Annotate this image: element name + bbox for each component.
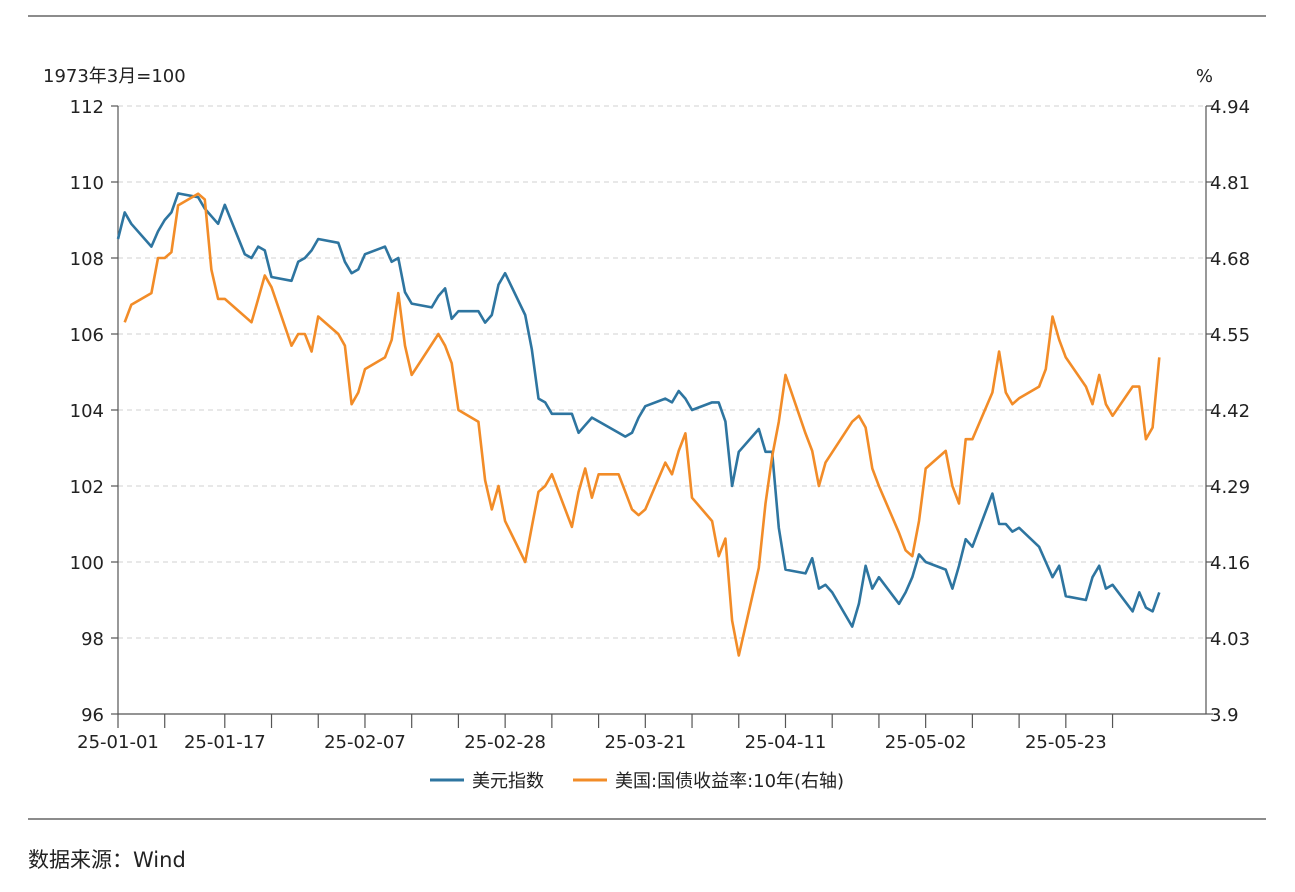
source-note: 数据来源：Wind	[28, 848, 186, 872]
left-tick-label: 100	[70, 553, 104, 574]
right-tick-label: 4.03	[1210, 629, 1250, 650]
right-tick-label: 4.29	[1210, 477, 1250, 498]
x-tick-label: 25-03-21	[604, 732, 686, 753]
series-line-usd-index	[116, 192, 1161, 628]
legend: 美元指数 美国:国债收益率:10年(右轴)	[430, 771, 844, 792]
left-tick-label: 102	[70, 477, 104, 498]
axes: 1973年3月=100 % 96 3.9 98 4.03 100 4.16 102 4.29 1…	[43, 66, 1250, 753]
left-tick-label: 108	[70, 249, 104, 270]
series	[116, 192, 1161, 657]
left-tick-label: 98	[81, 629, 104, 650]
right-tick-label: 4.42	[1210, 401, 1250, 422]
right-tick-label: 4.81	[1210, 173, 1250, 194]
x-tick-label: 25-05-23	[1025, 732, 1107, 753]
bottom-rule	[28, 818, 1266, 820]
x-tick-label: 25-05-02	[885, 732, 967, 753]
top-rule	[28, 15, 1266, 17]
left-tick-label: 106	[70, 325, 104, 346]
right-tick-label: 4.94	[1210, 97, 1250, 118]
series-line-us-10y-yield	[123, 192, 1161, 657]
right-tick-label: 3.9	[1210, 705, 1239, 726]
x-tick-label: 25-01-01	[77, 732, 159, 753]
x-tick-label: 25-02-28	[464, 732, 546, 753]
left-axis-unit: 1973年3月=100	[43, 66, 186, 87]
x-tick-label: 25-02-07	[324, 732, 406, 753]
usd-index-vs-treasury-yield-chart: 1973年3月=100 % 96 3.9 98 4.03 100 4.16 102 4.29 1…	[43, 66, 1250, 792]
left-tick-label: 96	[81, 705, 104, 726]
right-tick-label: 4.16	[1210, 553, 1250, 574]
x-tick-label: 25-04-11	[745, 732, 827, 753]
legend-label-us-10y-yield: 美国:国债收益率:10年(右轴)	[615, 771, 844, 792]
x-tick-label: 25-01-17	[184, 732, 266, 753]
left-tick-label: 110	[70, 173, 104, 194]
legend-label-usd-index: 美元指数	[472, 771, 544, 792]
right-tick-label: 4.68	[1210, 249, 1250, 270]
left-tick-label: 104	[70, 401, 104, 422]
left-tick-label: 112	[70, 97, 104, 118]
right-tick-label: 4.55	[1210, 325, 1250, 346]
right-axis-unit: %	[1196, 66, 1213, 87]
